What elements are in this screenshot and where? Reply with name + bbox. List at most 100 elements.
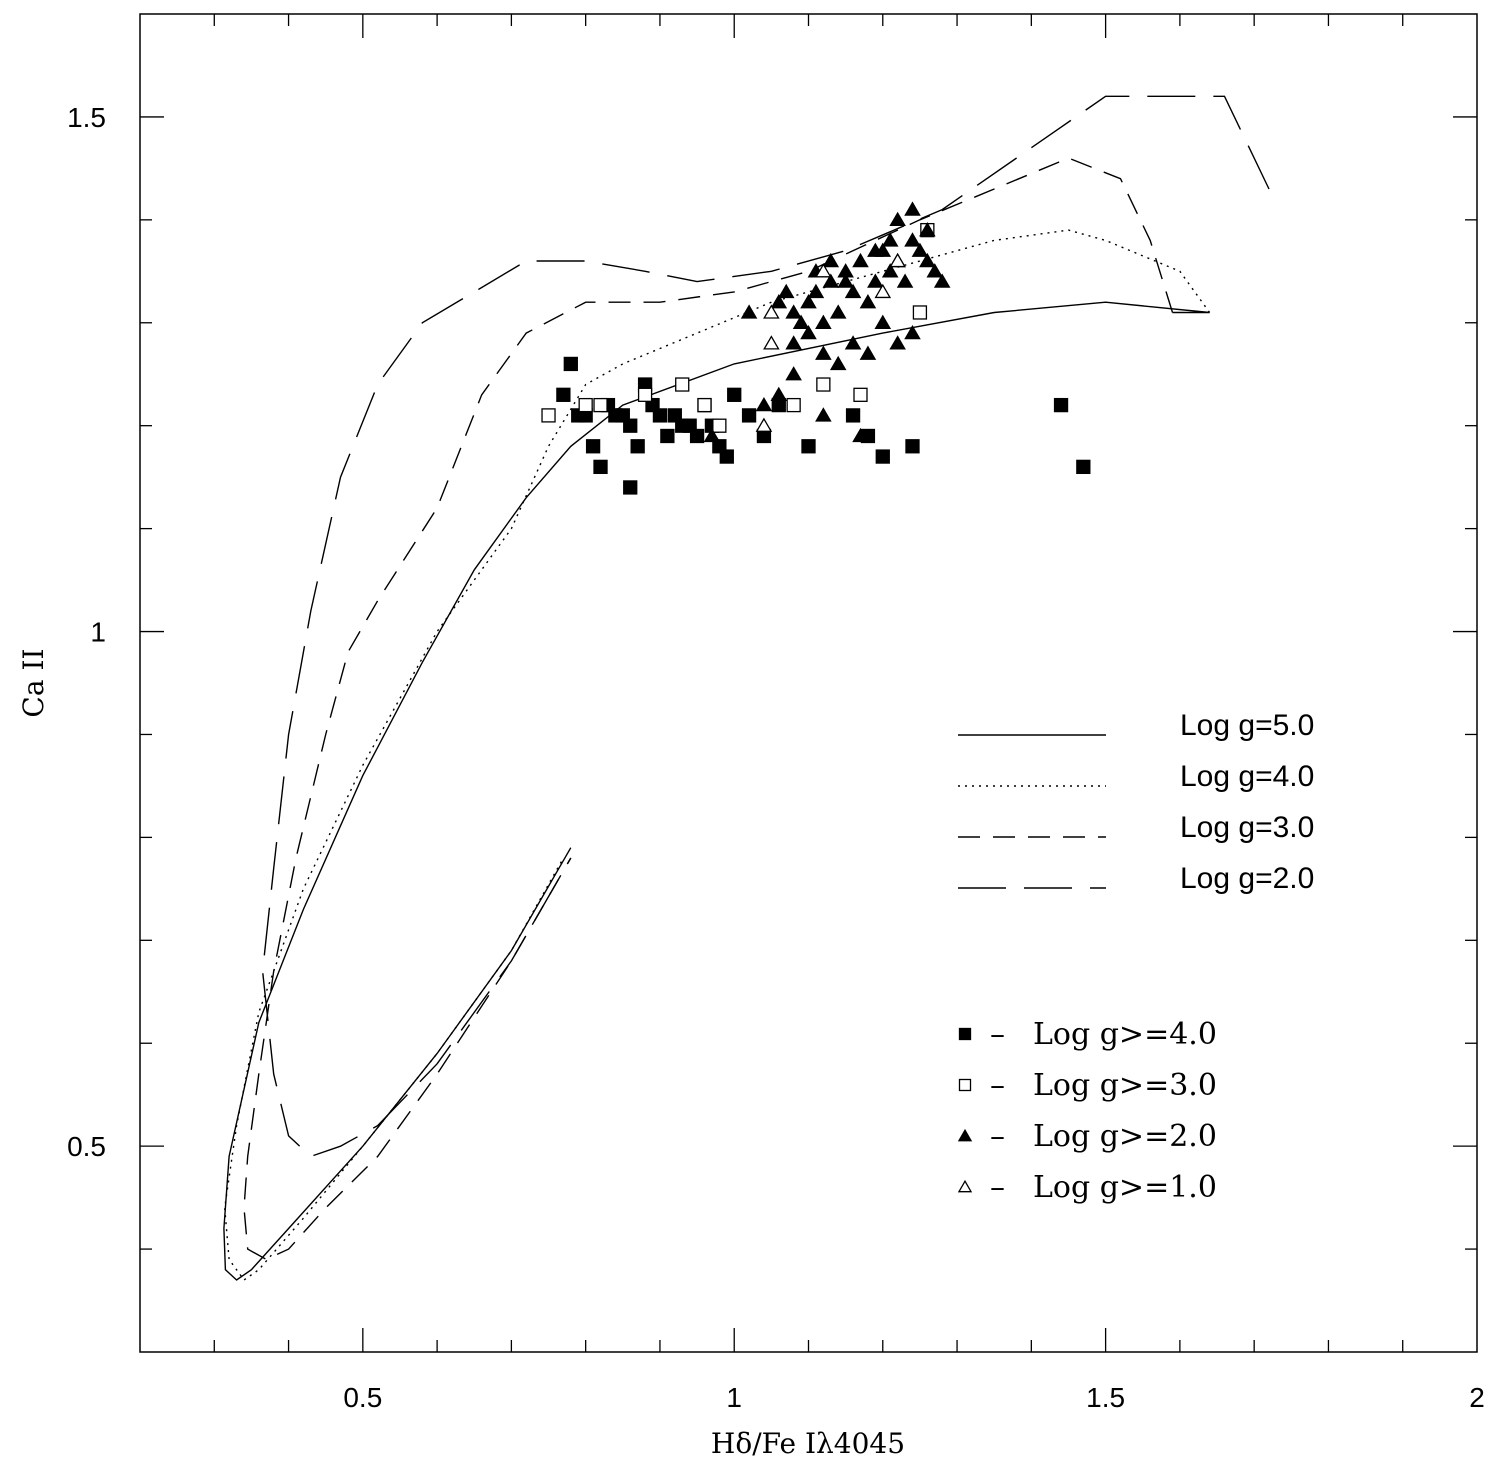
point-triangle-filled [919, 252, 936, 268]
point-square-open [578, 397, 593, 413]
point-triangle-filled [800, 294, 817, 309]
point-triangle-open [755, 417, 773, 432]
x-tick-label: 0.5 [343, 1382, 382, 1413]
point-square-open [786, 397, 801, 413]
legend-marker-label: Log g>=1.0 [1033, 1170, 1217, 1205]
point-triangle-filled [867, 242, 884, 257]
point-triangle-filled [852, 252, 869, 268]
plot-frame [139, 13, 1478, 1353]
point-square-filled [1076, 459, 1091, 475]
point-triangle-filled [703, 427, 721, 443]
model-curves [223, 95, 1270, 1281]
point-triangle-filled [904, 232, 921, 247]
point-triangle-filled [807, 283, 825, 299]
legend-dash: – [990, 1170, 1005, 1205]
x-tick-label: 1 [726, 1382, 742, 1413]
legend-marker-square-filled [958, 1027, 972, 1041]
point-triangle-filled [919, 222, 936, 237]
point-triangle-filled [829, 304, 847, 319]
point-square-filled [845, 408, 861, 423]
y-tick-label: 1.5 [67, 102, 106, 133]
legend-marker-label: Log g>=4.0 [1033, 1017, 1217, 1052]
point-triangle-filled [785, 304, 802, 319]
point-square-filled [801, 439, 816, 454]
point-triangle-filled [896, 273, 914, 288]
line-legend: Log g=5.0 Log g=4.0 Log g=3.0 Log g=2.0 [958, 709, 1314, 895]
legend-dash: – [990, 1017, 1005, 1052]
legend-line-label: Log g=4.0 [1180, 760, 1314, 793]
point-square-open [853, 387, 868, 402]
point-square-filled [875, 449, 890, 464]
point-triangle-open [815, 263, 832, 278]
point-triangle-filled [740, 304, 758, 319]
point-triangle-open [763, 335, 780, 350]
point-triangle-open [763, 304, 780, 319]
point-triangle-filled [852, 427, 869, 443]
point-square-filled [593, 459, 608, 475]
point-square-filled [630, 439, 645, 454]
point-square-open [912, 305, 928, 320]
legend-marker-triangle-filled [957, 1128, 973, 1142]
point-triangle-filled [770, 386, 788, 401]
curve-longdash [261, 95, 1270, 1158]
point-square-open [593, 397, 608, 413]
point-square-open [697, 397, 712, 413]
data-markers [541, 201, 1091, 495]
point-triangle-filled [785, 335, 802, 350]
y-axis-title: Ca II [17, 648, 50, 717]
point-triangle-filled [829, 355, 847, 371]
point-triangle-open [889, 252, 906, 268]
x-tick-label: 2 [1469, 1382, 1485, 1413]
point-square-filled [689, 428, 705, 444]
point-triangle-filled [800, 324, 817, 340]
legend-marker-square-open [958, 1078, 972, 1092]
point-triangle-filled [889, 335, 906, 350]
point-triangle-filled [889, 211, 906, 227]
point-triangle-filled [755, 396, 773, 412]
point-triangle-open [874, 283, 892, 299]
legend-dash: – [990, 1068, 1005, 1103]
legend-line-label: Log g=2.0 [1180, 862, 1314, 895]
point-square-open [637, 387, 653, 402]
point-square-filled [652, 408, 668, 423]
point-triangle-filled [904, 324, 921, 340]
point-triangle-filled [859, 294, 877, 309]
point-square-filled [623, 480, 638, 495]
point-square-filled [741, 408, 757, 423]
x-axis-title: Hδ/Fe Iλ4045 [711, 1427, 905, 1460]
curve-dashed [243, 157, 1174, 1261]
point-square-filled [719, 449, 734, 464]
point-triangle-filled [881, 232, 899, 247]
point-triangle-filled [859, 345, 877, 360]
point-square-filled [660, 428, 675, 444]
point-square-filled [727, 387, 742, 402]
point-triangle-filled [785, 366, 802, 381]
point-triangle-filled [822, 273, 840, 288]
point-triangle-filled [844, 335, 862, 350]
legend-line-label: Log g=3.0 [1180, 811, 1314, 844]
legend-marker-triangle-open [957, 1179, 973, 1193]
legend-dash: – [990, 1119, 1005, 1154]
point-triangle-filled [837, 273, 854, 288]
point-square-filled [905, 439, 920, 454]
point-square-filled [556, 387, 571, 402]
point-triangle-filled [815, 407, 832, 422]
legend-marker-label: Log g>=2.0 [1033, 1119, 1217, 1154]
point-triangle-filled [792, 314, 810, 329]
point-triangle-filled [911, 242, 929, 257]
point-square-filled [623, 418, 638, 433]
point-triangle-filled [822, 252, 840, 268]
point-square-filled [1053, 397, 1069, 413]
point-triangle-filled [926, 263, 944, 278]
point-square-open [712, 418, 727, 433]
curve-solid [223, 301, 1210, 1281]
point-triangle-filled [777, 283, 795, 299]
point-square-open [675, 377, 690, 392]
marker-legend: – Log g>=4.0– Log g>=3.0– Log g>=2.0– Log g>… [957, 1017, 1217, 1205]
y-tick-label: 0.5 [67, 1131, 106, 1162]
legend-line-label: Log g=5.0 [1180, 709, 1314, 742]
point-square-filled [585, 439, 601, 454]
point-triangle-filled [881, 263, 899, 278]
point-triangle-filled [933, 273, 951, 288]
